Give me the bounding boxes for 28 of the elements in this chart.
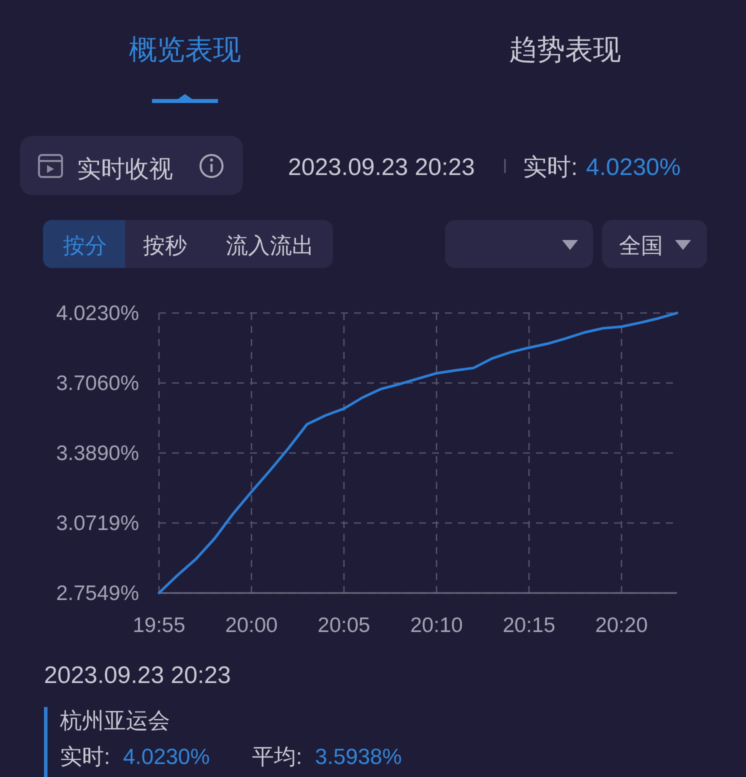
text: 按秒 xyxy=(143,233,187,258)
text: 4.0230% xyxy=(123,744,210,769)
y-tick-label: 2.7549% xyxy=(56,582,139,605)
text: 2023.09.23 20:23 xyxy=(288,154,475,181)
text: 趋势表现 xyxy=(509,34,621,65)
text: 实时: xyxy=(60,744,110,769)
line-series xyxy=(158,312,678,594)
y-tick-label: 3.7060% xyxy=(56,372,139,395)
text: 4.0230% xyxy=(586,154,681,181)
text: 3.5938% xyxy=(315,744,402,769)
y-tick-label: 3.0719% xyxy=(56,512,139,536)
x-tick-label: 19:55 xyxy=(132,614,186,637)
y-tick-label: 4.0230% xyxy=(56,302,139,325)
x-tick-label: 20:15 xyxy=(502,614,556,637)
text: 实时: xyxy=(523,154,578,181)
chart-title: 实时收视 xyxy=(77,156,173,183)
text: 平均: xyxy=(252,744,302,769)
x-tick-label: 20:10 xyxy=(410,614,463,637)
text: 全国 xyxy=(619,233,663,258)
x-tick-label: 20:00 xyxy=(225,614,278,637)
x-tick-label: 20:05 xyxy=(318,614,370,637)
legend-label: 杭州亚运会 xyxy=(60,708,170,733)
y-tick-label: 3.3890% xyxy=(56,442,139,465)
text: 按分 xyxy=(63,233,107,258)
x-tick-label: 20:20 xyxy=(595,614,648,637)
text: 2023.09.23 20:23 xyxy=(44,662,231,689)
text: 流入流出 xyxy=(226,233,314,258)
text: 概览表现 xyxy=(129,34,241,65)
